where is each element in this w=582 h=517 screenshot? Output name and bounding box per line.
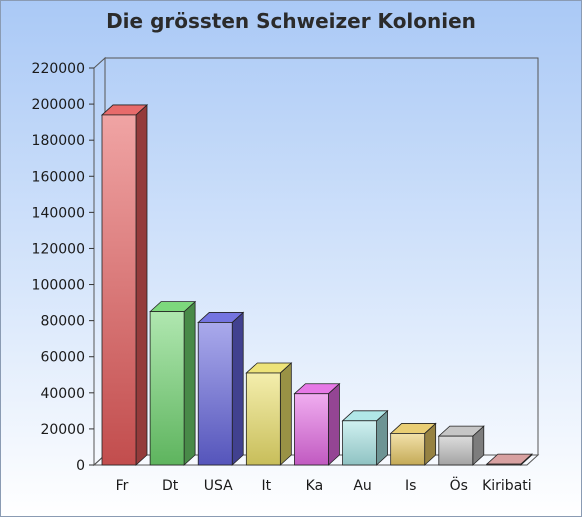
y-tick-label: 160000 <box>32 169 85 185</box>
y-tick-label: 180000 <box>32 133 85 149</box>
y-tick-label: 60000 <box>40 350 85 366</box>
y-tick-label: 100000 <box>32 278 85 294</box>
x-tick-label: Fr <box>116 478 129 494</box>
y-tick-label: 220000 <box>32 61 85 77</box>
bar-front <box>486 463 522 466</box>
bar-front <box>149 311 185 466</box>
bar-front <box>101 114 137 466</box>
bar-usa <box>197 311 245 466</box>
bar-front <box>245 372 281 466</box>
chart-title: Die grössten Schweizer Kolonien <box>106 9 476 33</box>
bar-au <box>341 409 389 466</box>
bar-dt <box>149 300 197 466</box>
x-tick-label: Kiribati <box>482 478 532 494</box>
y-tick-label: 140000 <box>32 205 85 221</box>
bar-front <box>342 420 377 466</box>
x-tick-label: It <box>262 478 272 494</box>
bar-front <box>390 433 426 466</box>
x-tick-label: USA <box>204 478 233 494</box>
y-tick-label: 80000 <box>40 314 85 330</box>
x-tick-label: Au <box>353 478 371 494</box>
bar-fr <box>100 104 149 466</box>
bar-front <box>197 322 233 466</box>
bar-side <box>279 362 292 466</box>
y-tick-label: 120000 <box>32 241 85 257</box>
bar-ös <box>437 425 485 466</box>
x-tick-label: Ös <box>450 476 468 494</box>
bar-it <box>245 362 293 466</box>
bar-front <box>438 435 474 466</box>
bar-kiribati <box>485 453 533 466</box>
plot-floor <box>92 454 540 466</box>
bar-side <box>231 311 244 466</box>
y-tick-label: 200000 <box>32 97 85 113</box>
x-tick-label: Is <box>405 478 416 494</box>
bar-side <box>135 104 148 466</box>
y-tick-label: 40000 <box>40 386 85 402</box>
bar-side <box>183 300 196 466</box>
bar-side <box>328 382 340 466</box>
y-tick-label: 0 <box>76 458 85 474</box>
bar-ka <box>293 382 341 466</box>
y-tick-label: 20000 <box>40 422 85 438</box>
bar-top <box>485 453 533 465</box>
x-tick-label: Ka <box>306 478 324 494</box>
x-tick-label: Dt <box>162 478 179 494</box>
bar-is <box>389 422 437 466</box>
bar-front <box>294 393 329 466</box>
